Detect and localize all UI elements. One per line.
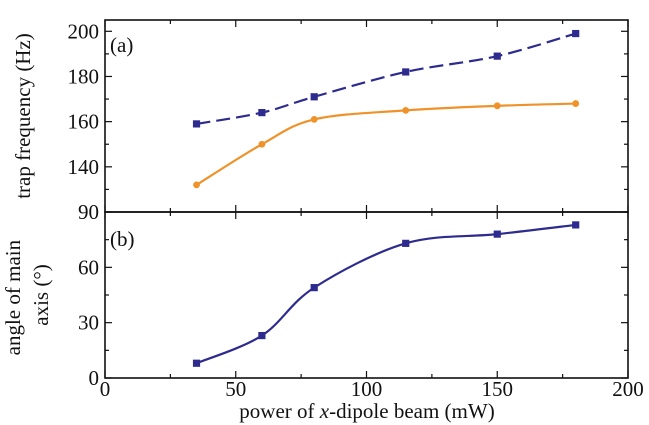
- panel-a-ytick-label: 140: [68, 155, 100, 179]
- panel-a-ytick-label: 200: [68, 19, 100, 43]
- panel-a-ytick-label: 160: [68, 110, 100, 134]
- panel-b-frame: [104, 211, 629, 379]
- panel-a-series-1-point: [258, 140, 266, 148]
- panel-b-ytick-label: 60: [78, 255, 99, 279]
- x-axis-label-prefix: power of: [239, 399, 319, 423]
- panel-b-series-0-line: [196, 223, 576, 365]
- x-tick-label: 0: [100, 377, 111, 401]
- panel-a-series-1-point: [493, 102, 501, 110]
- panel-b-ytick-label: 30: [78, 311, 99, 335]
- panel-b-tag: (b): [110, 227, 135, 251]
- panel-a-series-0-point: [310, 93, 318, 101]
- panel-b-series-0-point: [572, 221, 580, 229]
- panel-a-series-1-point: [402, 106, 410, 114]
- panel-a-series-1-point: [193, 181, 200, 189]
- panel-a-ytick-label: 180: [68, 64, 100, 88]
- x-tick-label: 150: [482, 377, 514, 401]
- panel-a-series-0-line: [196, 32, 577, 125]
- x-axis-label-italic: x: [319, 399, 330, 423]
- panel-a-tag: (a): [110, 33, 133, 57]
- panel-a-series-0-point: [402, 68, 410, 76]
- panel-b-ylabel: angle of main axis (°): [1, 235, 53, 356]
- panel-a-series-0-point: [258, 109, 266, 117]
- panel-a-series-1-point: [310, 115, 318, 123]
- x-tick-label: 200: [612, 377, 644, 401]
- panel-b-ytick-label: 90: [78, 200, 99, 224]
- panel-b-ytick-label: 0: [89, 366, 100, 390]
- panel-b-ylabel-line1: angle of main: [1, 239, 25, 355]
- axes-ticks: 140 160 180 200 0 30 60 90 0 50 100 150 200: [68, 19, 644, 401]
- panel-a-plot: [192, 29, 580, 189]
- panel-a-frame: [104, 19, 629, 213]
- x-axis-label-suffix: -dipole beam (mW): [329, 399, 495, 423]
- panel-a-series-0-point: [493, 52, 501, 60]
- x-tick-label: 100: [351, 377, 383, 401]
- panel-a-series-0-point: [192, 120, 201, 128]
- panel-b-ylabel-line2: axis (°): [29, 264, 53, 325]
- panel-a-ylabel: trap frequency (Hz): [11, 33, 35, 199]
- panel-b-series-0-point: [258, 331, 266, 340]
- x-axis-label: power of x-dipole beam (mW): [239, 399, 494, 423]
- panel-b-series-0-point: [192, 359, 201, 367]
- panel-a-series-1-line: [195, 102, 576, 186]
- panel-b-plot: [192, 221, 580, 367]
- panel-b-series-0-point: [493, 230, 501, 238]
- x-tick-label: 50: [225, 377, 246, 401]
- panel-b-series-0-point: [402, 239, 410, 247]
- panel-b-series-0-point: [310, 284, 318, 292]
- panel-a-series-0-point: [572, 29, 580, 38]
- panel-a-series-1-point: [572, 100, 580, 107]
